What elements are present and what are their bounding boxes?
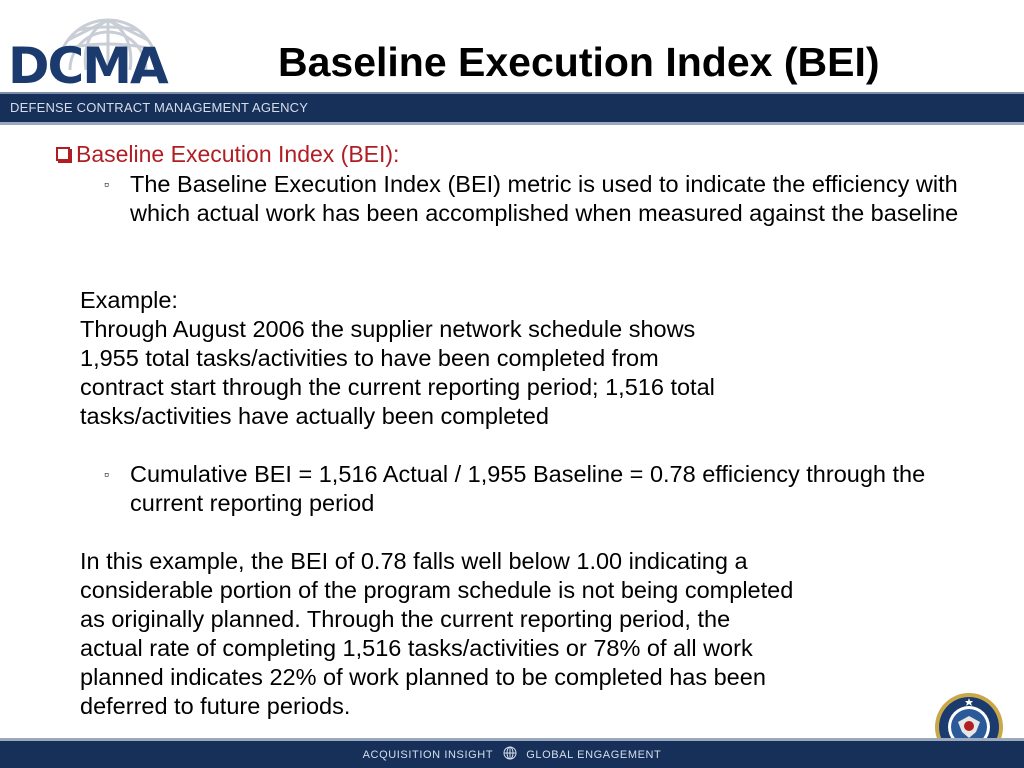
conclusion-line: In this example, the BEI of 0.78 falls w… [80,548,748,574]
section-heading-text: Baseline Execution Index (BEI): [76,141,400,167]
dcma-logo: DCMA [0,0,240,96]
example-line: tasks/activities have actually been comp… [80,403,549,429]
conclusion-line: as originally planned. Through the curre… [80,606,731,632]
conclusion-block: In this example, the BEI of 0.78 falls w… [80,547,960,721]
slide-title: Baseline Execution Index (BEI) [278,39,880,85]
conclusion-line: considerable portion of the program sche… [80,577,794,603]
globe-icon [503,746,517,760]
example-line: contract start through the current repor… [80,374,715,400]
square-bullet-icon: ▫ [104,466,109,482]
footer-tagline: ACQUISITION INSIGHT GLOBAL ENGAGEMENT [0,746,1024,762]
header-divider [0,122,1024,125]
example-line: Through August 2006 the supplier network… [80,316,696,342]
section-heading: Baseline Execution Index (BEI): [56,140,399,168]
checkbox-bullet-icon [56,147,70,161]
conclusion-line: planned indicates 22% of work planned to… [80,664,766,690]
bullet-definition: The Baseline Execution Index (BEI) metri… [130,171,959,226]
square-bullet-icon: ▫ [104,176,109,192]
example-block: Example: Through August 2006 the supplie… [80,286,960,431]
example-line: 1,955 total tasks/activities to have bee… [80,345,659,371]
footer-divider [0,738,1024,741]
footer-tagline-right: GLOBAL ENGAGEMENT [526,748,662,761]
agency-name: DEFENSE CONTRACT MANAGEMENT AGENCY [10,100,309,115]
bullet-calculation: Cumulative BEI = 1,516 Actual / 1,955 Ba… [130,461,926,516]
footer-band: ACQUISITION INSIGHT GLOBAL ENGAGEMENT [0,741,1024,768]
header-band: DEFENSE CONTRACT MANAGEMENT AGENCY [0,92,1024,122]
globe-icon [56,18,160,70]
conclusion-line: deferred to future periods. [80,693,351,719]
logo-wordmark: DCMA [8,37,169,95]
conclusion-line: actual rate of completing 1,516 tasks/ac… [80,635,753,661]
example-label: Example: [80,287,178,313]
footer-tagline-left: ACQUISITION INSIGHT [362,748,493,761]
